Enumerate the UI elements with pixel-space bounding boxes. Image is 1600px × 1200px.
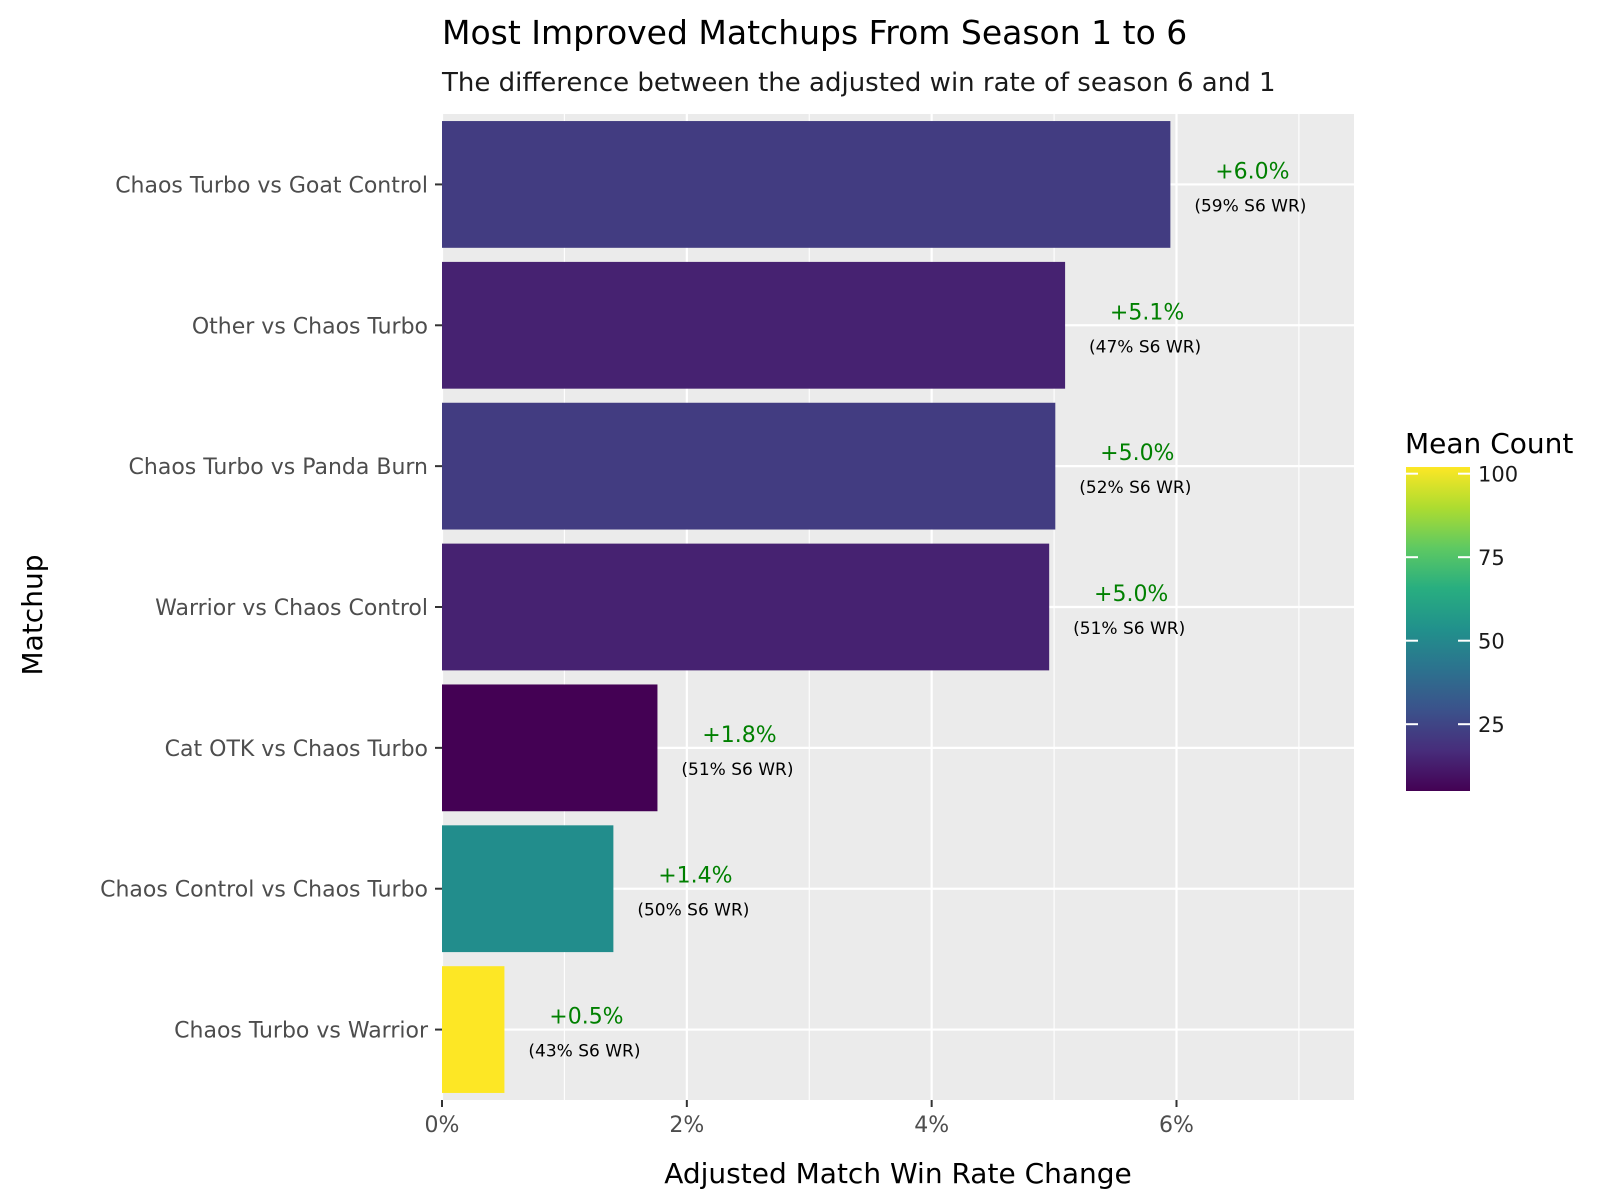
x-tick-label: 0% <box>425 1113 460 1138</box>
bars <box>442 121 1171 1093</box>
s6-wr-label: (50% S6 WR) <box>637 901 749 921</box>
legend-title: Mean Count <box>1405 427 1573 460</box>
legend-tick-label: 75 <box>1478 546 1505 570</box>
y-tick-label: Chaos Turbo vs Goat Control <box>115 173 428 198</box>
delta-label: +1.8% <box>702 723 776 748</box>
bar-labels: +6.0% (59% S6 WR) +5.1% (47% S6 WR) +5.0% (52… <box>528 159 1306 1061</box>
bar <box>442 825 614 953</box>
y-tick-label: Cat OTK vs Chaos Turbo <box>165 737 428 762</box>
legend-tick-label: 100 <box>1478 463 1518 487</box>
chart-subtitle: The difference between the adjusted win … <box>441 68 1276 98</box>
y-tick-label: Warrior vs Chaos Control <box>155 596 428 621</box>
colorbar-legend: Mean Count 25 50 75 100 <box>1405 427 1573 791</box>
x-tick-label: 6% <box>1159 1113 1194 1138</box>
bar <box>442 684 658 812</box>
legend-tick-label: 50 <box>1478 630 1505 654</box>
x-axis: 0% 2% 4% 6% <box>425 1100 1194 1138</box>
chart-title: Most Improved Matchups From Season 1 to … <box>442 13 1187 52</box>
y-axis-title: Matchup <box>16 555 49 676</box>
x-tick-label: 4% <box>914 1113 949 1138</box>
delta-label: +0.5% <box>549 1005 623 1030</box>
bar <box>442 121 1171 248</box>
bar <box>442 402 1056 530</box>
y-tick-label: Chaos Turbo vs Warrior <box>174 1019 429 1044</box>
delta-label: +5.0% <box>1094 582 1168 607</box>
delta-label: +5.1% <box>1110 300 1184 325</box>
x-axis-title: Adjusted Match Win Rate Change <box>664 1157 1132 1190</box>
s6-wr-label: (52% S6 WR) <box>1079 478 1191 498</box>
delta-label: +6.0% <box>1215 159 1289 184</box>
s6-wr-label: (59% S6 WR) <box>1194 196 1306 216</box>
y-tick-label: Other vs Chaos Turbo <box>192 314 428 339</box>
y-axis: Chaos Turbo vs Goat Control Other vs Chao… <box>100 173 442 1044</box>
legend-tick-label: 25 <box>1478 713 1505 737</box>
colorbar <box>1406 467 1470 791</box>
delta-label: +1.4% <box>658 864 732 889</box>
delta-label: +5.0% <box>1100 441 1174 466</box>
s6-wr-label: (47% S6 WR) <box>1089 337 1201 357</box>
s6-wr-label: (51% S6 WR) <box>681 760 793 780</box>
y-tick-label: Chaos Control vs Chaos Turbo <box>100 878 428 903</box>
legend-ticks: 25 50 75 100 <box>1406 463 1518 737</box>
y-tick-label: Chaos Turbo vs Panda Burn <box>129 455 428 480</box>
bar <box>442 543 1050 671</box>
x-tick-label: 2% <box>669 1113 704 1138</box>
s6-wr-label: (43% S6 WR) <box>528 1042 640 1062</box>
bar <box>442 966 505 1093</box>
s6-wr-label: (51% S6 WR) <box>1073 619 1185 639</box>
bar <box>442 261 1066 389</box>
